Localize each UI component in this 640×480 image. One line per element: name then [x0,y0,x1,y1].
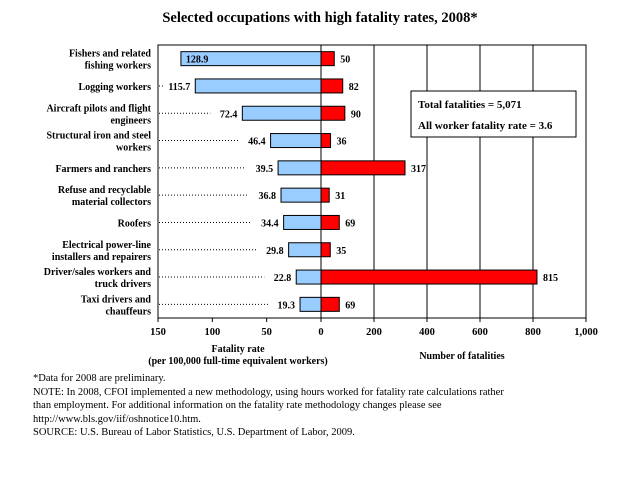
category-label: Refuse and recyclable [58,185,152,196]
category-label: Roofers [118,218,151,229]
count-bar [320,242,331,258]
note-line: *Data for 2008 are preliminary. [33,373,166,384]
category-label: Farmers and ranchers [55,164,151,175]
rate-axis-title-line2: (per 100,000 full-time equivalent worker… [148,356,328,367]
rate-bar [270,133,322,149]
count-bar [320,105,346,121]
rate-axis-tick-label: 50 [261,327,272,338]
rate-bar [299,296,322,312]
all-worker-rate-text: All worker fatality rate = 3.6 [418,120,553,132]
category-label: Structural iron and steel [46,131,151,142]
note-line: NOTE: In 2008, CFOI implemented a new me… [33,386,504,398]
count-value-label: 35 [336,246,346,257]
category-label: Fishers and related [69,49,151,60]
rate-value-label: 36.8 [259,191,277,202]
category-label: Taxi drivers and [81,294,152,305]
category-label: chauffeurs [105,306,151,317]
count-value-label: 90 [351,109,361,120]
count-axis-tick-label: 1,000 [574,327,598,338]
chart-notes: *Data for 2008 are preliminary. NOTE: In… [33,372,613,440]
rate-value-label: 19.3 [278,300,296,311]
count-bar [320,269,538,285]
count-value-label: 317 [411,164,426,175]
rate-axis-tick-label: 100 [204,327,220,338]
rate-bar [288,242,322,258]
rate-bar [283,214,322,230]
category-label: installers and repairers [52,252,151,263]
rate-bar [194,78,322,94]
count-value-label: 36 [337,137,347,148]
count-value-label: 69 [345,300,355,311]
rate-value-label: 22.8 [274,273,292,284]
rate-axis-tick-label: 150 [150,327,166,338]
category-label: Logging workers [79,82,152,93]
count-value-label: 815 [543,273,558,284]
rate-axis-tick-label: 0 [318,327,323,338]
count-bar [320,187,330,203]
count-axis-title: Number of fatalities [419,351,504,362]
category-label: material collectors [72,197,151,208]
count-value-label: 50 [340,55,350,66]
plot-frame [157,44,587,319]
rate-bar [295,269,322,285]
rate-bar [241,105,322,121]
rate-axis-title-line1: Fatality rate [211,344,265,355]
count-axis-tick-label: 400 [419,327,435,338]
count-bar [320,133,332,149]
rate-bar [280,187,322,203]
count-value-label: 69 [345,218,355,229]
rate-value-label: 34.4 [261,218,279,229]
note-line: than employment. For additional informat… [33,400,442,411]
count-value-label: 82 [349,82,359,93]
rate-value-label: 115.7 [168,82,190,93]
chart-title: Selected occupations with high fatality … [162,10,478,26]
count-axis-tick-label: 800 [525,327,541,338]
rate-value-label: 128.9 [186,55,209,66]
count-axis-tick-label: 200 [366,327,382,338]
count-bar [320,78,344,94]
total-fatalities-text: Total fatalities = 5,071 [418,99,522,111]
fatality-chart: 150 100 50 0 200 400 600 800 1,000 Fatality rate(… [44,44,598,367]
category-label: Aircraft pilots and flight [46,103,151,114]
count-value-label: 31 [335,191,345,202]
note-line: SOURCE: U.S. Bureau of Labor Statistics,… [33,427,355,438]
category-label: Driver/sales workers and [44,267,152,278]
category-label: truck drivers [95,279,151,290]
category-label: workers [116,143,151,154]
category-label: engineers [110,115,151,126]
rate-value-label: 72.4 [220,109,238,120]
annotation-box [410,90,577,138]
rate-value-label: 39.5 [256,164,274,175]
category-label: fishing workers [85,61,152,72]
count-axis-tick-label: 600 [472,327,488,338]
category-label: Electrical power-line [62,240,151,251]
rate-value-label: 46.4 [248,137,266,148]
count-bar [320,214,340,230]
note-line: http://www.bls.gov/iif/oshnotice10.htm. [33,413,201,425]
rate-bar [277,160,322,176]
count-bar [320,160,406,176]
rate-value-label: 29.8 [266,246,284,257]
count-bar [320,296,340,312]
count-bar [320,51,335,67]
